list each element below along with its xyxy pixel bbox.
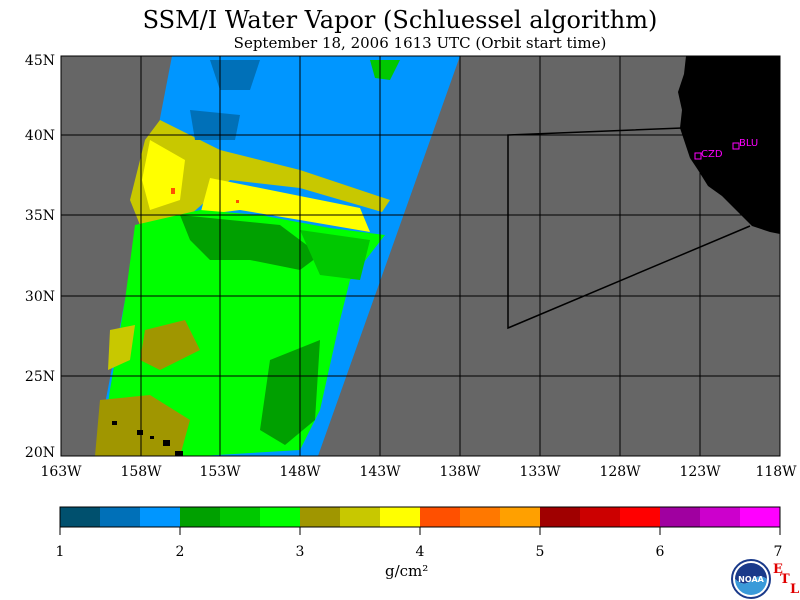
longitude-labels: 163W 158W 153W 148W 143W 138W 133W 128W …	[40, 464, 797, 480]
colorbar	[60, 507, 780, 527]
colorbar-cell	[420, 507, 460, 527]
region-outline	[507, 127, 751, 330]
colorbar-cell	[220, 507, 260, 527]
colorbar-cell	[100, 507, 140, 527]
colorbar-cell	[60, 507, 100, 527]
colorbar-cell	[620, 507, 660, 527]
lat-label-25n: 25N	[25, 369, 55, 385]
map-frame	[60, 55, 781, 457]
station-marker-blu	[732, 142, 740, 150]
station-label-blu: BLU	[739, 138, 758, 149]
colorbar-cell	[340, 507, 380, 527]
cb-label-5: 5	[536, 544, 545, 560]
colorbar-cell	[180, 507, 220, 527]
noaa-logo-text: NOAA	[738, 575, 764, 584]
etl-letter-l: L	[790, 582, 800, 597]
colorbar-tick-labels: 1 2 3 4 5 6 7	[56, 544, 783, 560]
colorbar-cell	[460, 507, 500, 527]
colorbar-unit: g/cm²	[385, 562, 429, 580]
colorbar-cell	[580, 507, 620, 527]
lon-label-148w: 148W	[279, 464, 321, 480]
noaa-logo-icon: NOAA	[731, 559, 771, 599]
colorbar-cell	[300, 507, 340, 527]
lon-label-133w: 133W	[519, 464, 561, 480]
lon-label-158w: 158W	[120, 464, 162, 480]
lon-label-118w: 118W	[755, 464, 797, 480]
lat-label-45n: 45N	[25, 53, 55, 69]
cb-label-7: 7	[774, 544, 783, 560]
islands	[112, 421, 183, 456]
lat-label-20n: 20N	[25, 445, 55, 461]
lon-label-138w: 138W	[439, 464, 481, 480]
colorbar-cell	[380, 507, 420, 527]
lon-label-143w: 143W	[359, 464, 401, 480]
lat-label-40n: 40N	[25, 128, 55, 144]
lon-label-163w: 163W	[40, 464, 82, 480]
cb-label-4: 4	[416, 544, 425, 560]
colorbar-cell	[700, 507, 740, 527]
colorbar-cell	[660, 507, 700, 527]
lat-label-30n: 30N	[25, 289, 55, 305]
lon-label-123w: 123W	[679, 464, 721, 480]
station-label-czd: CZD	[701, 149, 723, 160]
colorbar-ticks	[59, 527, 781, 535]
etl-letter-e: E	[773, 562, 783, 577]
colorbar-cell	[500, 507, 540, 527]
cb-label-3: 3	[296, 544, 305, 560]
map-title: SSM/I Water Vapor (Schluessel algorithm)	[142, 6, 658, 34]
latitude-labels: 45N 40N 35N 30N 25N 20N	[25, 53, 55, 461]
cb-label-1: 1	[56, 544, 65, 560]
lon-label-153w: 153W	[199, 464, 241, 480]
lat-label-35n: 35N	[25, 208, 55, 224]
lon-label-128w: 128W	[599, 464, 641, 480]
station-markers: CZD BLU	[694, 138, 758, 160]
lat-lon-grid	[61, 56, 780, 456]
land-mass	[678, 56, 780, 234]
station-marker-czd	[694, 152, 702, 160]
colorbar-cell	[540, 507, 580, 527]
swath-data	[95, 56, 460, 456]
etl-letter-t: T	[780, 572, 790, 587]
cb-label-2: 2	[176, 544, 185, 560]
map-subtitle: September 18, 2006 1613 UTC (Orbit start…	[233, 34, 607, 52]
colorbar-cell	[140, 507, 180, 527]
colorbar-cell	[740, 507, 780, 527]
cb-label-6: 6	[656, 544, 665, 560]
colorbar-cell	[260, 507, 300, 527]
